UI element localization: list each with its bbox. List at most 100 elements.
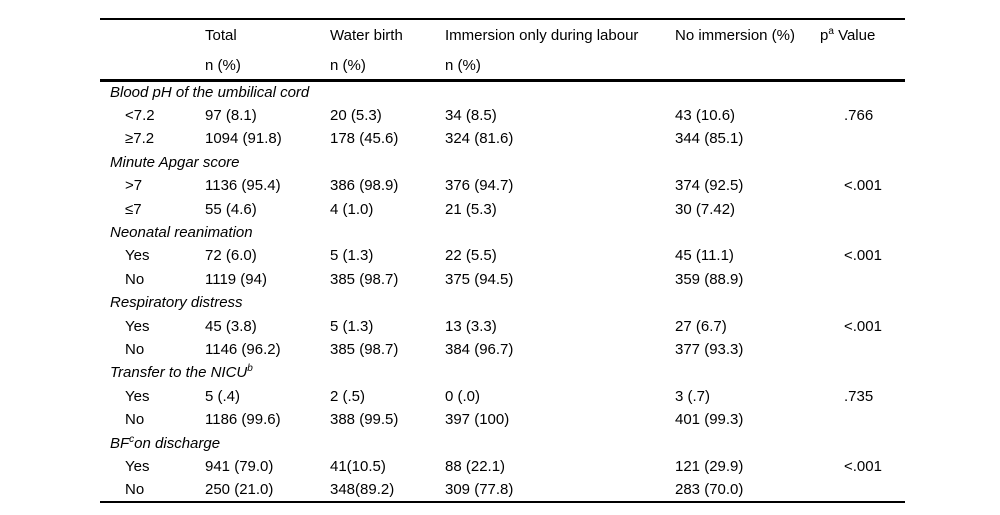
row-label-cell: No	[125, 480, 145, 498]
section-title: Blood pH of the umbilical cord	[100, 81, 905, 104]
col-header-immersion-labour-line2: n (%)	[445, 57, 481, 74]
immersion-cell: 34 (8.5)	[445, 107, 497, 125]
p-value-cell	[820, 478, 905, 501]
p-value-cell: .766	[844, 107, 874, 125]
p-superscript-a: a	[828, 26, 834, 37]
col-header-no-immersion: No immersion (%)	[675, 19, 820, 81]
total-cell: 941 (79.0)	[205, 457, 274, 475]
water-birth-cell: 388 (99.5)	[330, 411, 399, 429]
section-title-text: Minute Apgar score	[110, 153, 240, 171]
row-label-cell: Yes	[125, 247, 150, 265]
section-title-text: Blood pH of the umbilical cord	[110, 84, 310, 102]
row-label-cell: No	[125, 270, 145, 288]
no-immersion-cell: 283 (70.0)	[675, 480, 744, 498]
p-value-cell	[820, 268, 905, 291]
no-immersion-cell: 401 (99.3)	[675, 411, 744, 429]
water-birth-cell: 386 (98.9)	[330, 177, 399, 195]
no-immersion-cell: 121 (29.9)	[675, 457, 744, 475]
water-birth-cell: 2 (.5)	[330, 387, 366, 405]
water-birth-cell: 5 (1.3)	[330, 247, 374, 265]
immersion-cell: 309 (77.8)	[445, 480, 514, 498]
p-value-cell	[820, 197, 905, 220]
row-label-cell: Yes	[125, 387, 150, 405]
total-cell: 1136 (95.4)	[205, 177, 281, 195]
immersion-cell: 22 (5.5)	[445, 247, 497, 265]
p-base: p	[820, 27, 829, 44]
table-row: Yes 5 (.4) 2 (.5) 0 (.0) 3 (.7) .735	[100, 385, 905, 408]
total-cell: 5 (.4)	[205, 387, 241, 405]
water-birth-cell: 385 (98.7)	[330, 270, 399, 288]
row-label-cell: No	[125, 340, 145, 358]
table-row: ≤7 55 (4.6) 4 (1.0) 21 (5.3) 30 (7.42)	[100, 197, 905, 220]
total-cell: 250 (21.0)	[205, 480, 274, 498]
section-header-row: Respiratory distress	[100, 291, 905, 314]
col-header-label	[100, 19, 205, 81]
water-birth-cell: 20 (5.3)	[330, 107, 382, 125]
col-header-water-birth-line2: n (%)	[330, 57, 366, 74]
section-title: Minute Apgar score	[100, 151, 905, 174]
table-row: Yes 45 (3.8) 5 (1.3) 13 (3.3) 27 (6.7) <…	[100, 314, 905, 337]
total-cell: 55 (4.6)	[205, 200, 257, 218]
section-title: BFcon discharge	[100, 431, 905, 454]
section-title-text: Transfer to the NICU	[110, 364, 248, 382]
table-row: No 250 (21.0) 348(89.2) 309 (77.8) 283 (…	[100, 478, 905, 501]
section-title-text: BF	[110, 434, 130, 452]
table-row: >7 1136 (95.4) 386 (98.9) 376 (94.7) 374…	[100, 174, 905, 197]
p-value-cell: <.001	[844, 177, 882, 195]
table-row: No 1186 (99.6) 388 (99.5) 397 (100) 401 …	[100, 408, 905, 431]
col-header-p-value-text: pa Value	[820, 26, 905, 44]
p-value-cell: <.001	[844, 247, 882, 265]
p-value-cell	[820, 338, 905, 361]
immersion-cell: 13 (3.3)	[445, 317, 497, 335]
total-cell: 97 (8.1)	[205, 107, 257, 125]
section-header-row: Blood pH of the umbilical cord	[100, 81, 905, 104]
table-row: <7.2 97 (8.1) 20 (5.3) 34 (8.5) 43 (10.6…	[100, 104, 905, 127]
total-cell: 72 (6.0)	[205, 247, 257, 265]
total-cell: 1119 (94)	[205, 270, 267, 288]
no-immersion-cell: 359 (88.9)	[675, 270, 744, 288]
no-immersion-cell: 45 (11.1)	[675, 247, 734, 265]
table-row: No 1146 (96.2) 385 (98.7) 384 (96.7) 377…	[100, 338, 905, 361]
immersion-cell: 397 (100)	[445, 411, 510, 429]
col-header-immersion-labour-line1: Immersion only during labour	[445, 27, 639, 44]
immersion-cell: 375 (94.5)	[445, 270, 514, 288]
p-value-cell: <.001	[844, 457, 882, 475]
section-title-superscript: c	[129, 433, 135, 445]
table-header: Total n (%) Water birth n (%) Immersion …	[100, 19, 905, 81]
col-header-no-immersion-line1: No immersion (%)	[675, 27, 796, 44]
no-immersion-cell: 27 (6.7)	[675, 317, 727, 335]
immersion-cell: 88 (22.1)	[445, 457, 506, 475]
section-header-row: BFcon discharge	[100, 431, 905, 454]
water-birth-cell: 4 (1.0)	[330, 200, 374, 218]
p-value-cell: .735	[844, 387, 874, 405]
col-header-p-value: pa Value	[820, 19, 905, 81]
table-row: ≥7.2 1094 (91.8) 178 (45.6) 324 (81.6) 3…	[100, 127, 905, 150]
row-label-cell: No	[125, 411, 145, 429]
col-header-immersion-labour: Immersion only during labour n (%)	[445, 19, 675, 81]
row-label-cell: Yes	[125, 317, 150, 335]
water-birth-cell: 348(89.2)	[330, 480, 395, 498]
row-label-cell: ≥7.2	[125, 130, 155, 148]
header-row: Total n (%) Water birth n (%) Immersion …	[100, 19, 905, 81]
row-label-cell: Yes	[125, 457, 150, 475]
water-birth-cell: 5 (1.3)	[330, 317, 374, 335]
col-header-water-birth: Water birth n (%)	[330, 19, 445, 81]
col-header-total: Total n (%)	[205, 19, 330, 81]
immersion-cell: 0 (.0)	[445, 387, 481, 405]
col-header-water-birth-line1: Water birth	[330, 27, 403, 44]
p-value-cell: <.001	[844, 317, 882, 335]
section-title: Transfer to the NICUb	[100, 361, 905, 384]
section-title-superscript: b	[247, 363, 253, 375]
col-header-total-line1: Total	[205, 27, 237, 44]
total-cell: 1094 (91.8)	[205, 130, 282, 148]
table-row: Yes 72 (6.0) 5 (1.3) 22 (5.5) 45 (11.1) …	[100, 244, 905, 267]
no-immersion-cell: 30 (7.42)	[675, 200, 736, 218]
section-title: Neonatal reanimation	[100, 221, 905, 244]
water-birth-cell: 41(10.5)	[330, 457, 386, 475]
immersion-cell: 324 (81.6)	[445, 130, 514, 148]
no-immersion-cell: 374 (92.5)	[675, 177, 744, 195]
table-body: Blood pH of the umbilical cord <7.2 97 (…	[100, 81, 905, 502]
no-immersion-cell: 3 (.7)	[675, 387, 711, 405]
outcomes-table: Total n (%) Water birth n (%) Immersion …	[100, 18, 905, 503]
